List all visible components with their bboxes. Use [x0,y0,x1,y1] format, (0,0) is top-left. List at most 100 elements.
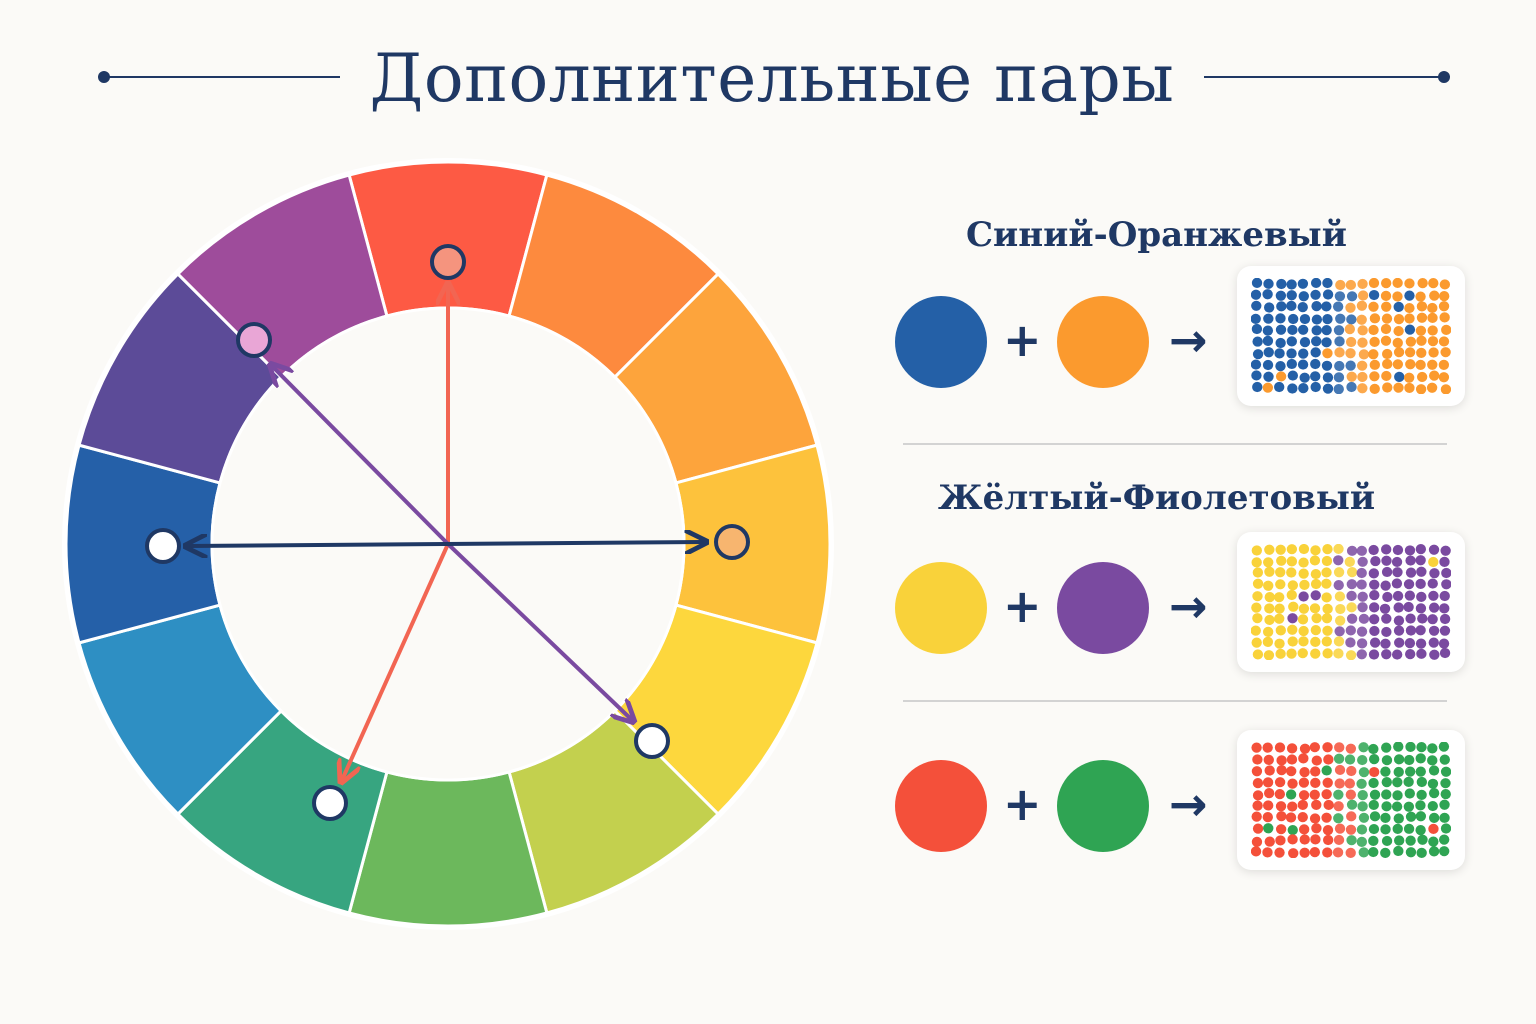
mix-dot [1321,567,1332,578]
mix-dot [1345,625,1356,636]
mix-dot [1391,578,1403,589]
mix-dot [1346,545,1358,556]
mix-dot [1356,649,1367,660]
mix-dot [1438,834,1450,845]
mix-dot [1299,313,1311,325]
mix-dot [1285,789,1297,800]
mix-dot [1358,812,1370,823]
mix-dot [1345,650,1357,660]
mix-dot [1344,556,1355,567]
mix-dot [1404,382,1415,394]
mix-dot [1297,359,1309,370]
mix-dot [1251,637,1262,648]
mix-dot [1298,790,1310,801]
mix-dot [1416,566,1427,577]
mix-dot [1393,382,1404,393]
mix-dot [1334,291,1346,302]
mix-dot [1323,754,1334,765]
mix-dot [1415,291,1426,302]
mix-dot [1427,800,1438,812]
mix-dot [1438,638,1450,649]
mix-dot [1427,755,1438,766]
mix-dot [1439,279,1451,290]
mix-dot [1299,834,1310,845]
mix-dot [1439,590,1450,602]
mix-dot [1252,381,1263,393]
mix-dot [1298,625,1309,637]
mix-dot [1334,336,1345,347]
mix-dot [1357,337,1368,348]
mix-dot [1333,753,1345,764]
mix-dot [1287,636,1298,647]
mix-dot [1263,347,1274,358]
mix-dot [1405,742,1416,753]
mix-dot [1369,811,1381,822]
mix-dot [1334,360,1345,372]
mix-dot [1298,824,1310,835]
mix-dot [1404,302,1415,314]
mix-dot [1368,743,1379,755]
mix-dot [1263,313,1274,324]
mix-dot [1321,636,1332,647]
pair-row-yellow-violet: + → [893,532,1473,682]
mix-dot [1438,336,1450,347]
mix-dot [1358,847,1369,858]
mix-dot [1321,337,1332,348]
mix-dot [1322,625,1333,636]
wheel-marker [430,244,466,280]
mix-dot [1428,765,1440,776]
mix-dot [1404,278,1415,289]
mix-dot [1368,544,1379,556]
mix-dot [1275,371,1287,382]
mix-dot [1333,789,1344,800]
mix-dot [1405,555,1416,566]
mix-dot [1368,754,1380,765]
mix-dot [1297,811,1308,823]
mix-dot [1322,777,1333,788]
mix-dot [1264,614,1275,626]
mix-dot [1427,359,1438,370]
mix-dot [1322,603,1333,614]
mix-dot [1380,638,1391,649]
mix-dot [1405,359,1416,370]
mix-dot [1263,580,1274,591]
wheel-marker [634,723,670,759]
mix-dot [1439,647,1451,659]
mix-dot [1394,371,1405,383]
arrow-right-icon: → [1169,777,1208,831]
mix-dot [1380,278,1392,289]
mix-dot [1286,300,1297,311]
mix-dot [1345,336,1357,348]
mix-dot [1393,347,1405,358]
mix-dot [1380,580,1391,591]
mix-dot [1416,301,1428,312]
wheel-marker [145,528,181,564]
mix-dot [1345,302,1356,313]
mix-dot [1286,358,1297,370]
mix-dot [1275,324,1287,335]
mix-dot [1262,289,1273,300]
mix-dot [1297,301,1308,313]
mix-dot [1368,823,1380,835]
mix-dot [1346,381,1357,393]
mix-dot [1262,382,1274,393]
mix-dot [1404,545,1416,556]
mix-dot [1439,754,1450,765]
mix-dot [1298,557,1309,568]
wheel-marker [714,524,750,560]
mix-dot [1392,790,1403,801]
mix-dot [1405,567,1417,578]
mix-dot [1298,383,1309,394]
mix-dot [1382,358,1393,370]
mix-dot [1438,372,1450,383]
mix-dot [1393,314,1405,325]
divider [903,443,1447,445]
mix-dot [1262,325,1274,336]
mix-dot [1311,336,1322,347]
mix-dot [1323,799,1334,811]
mix-dot [1310,289,1321,300]
mix-dot [1405,847,1417,858]
mix-dot [1393,754,1405,765]
color-wheel [66,162,830,926]
title-ornament-line-right [1204,76,1444,78]
